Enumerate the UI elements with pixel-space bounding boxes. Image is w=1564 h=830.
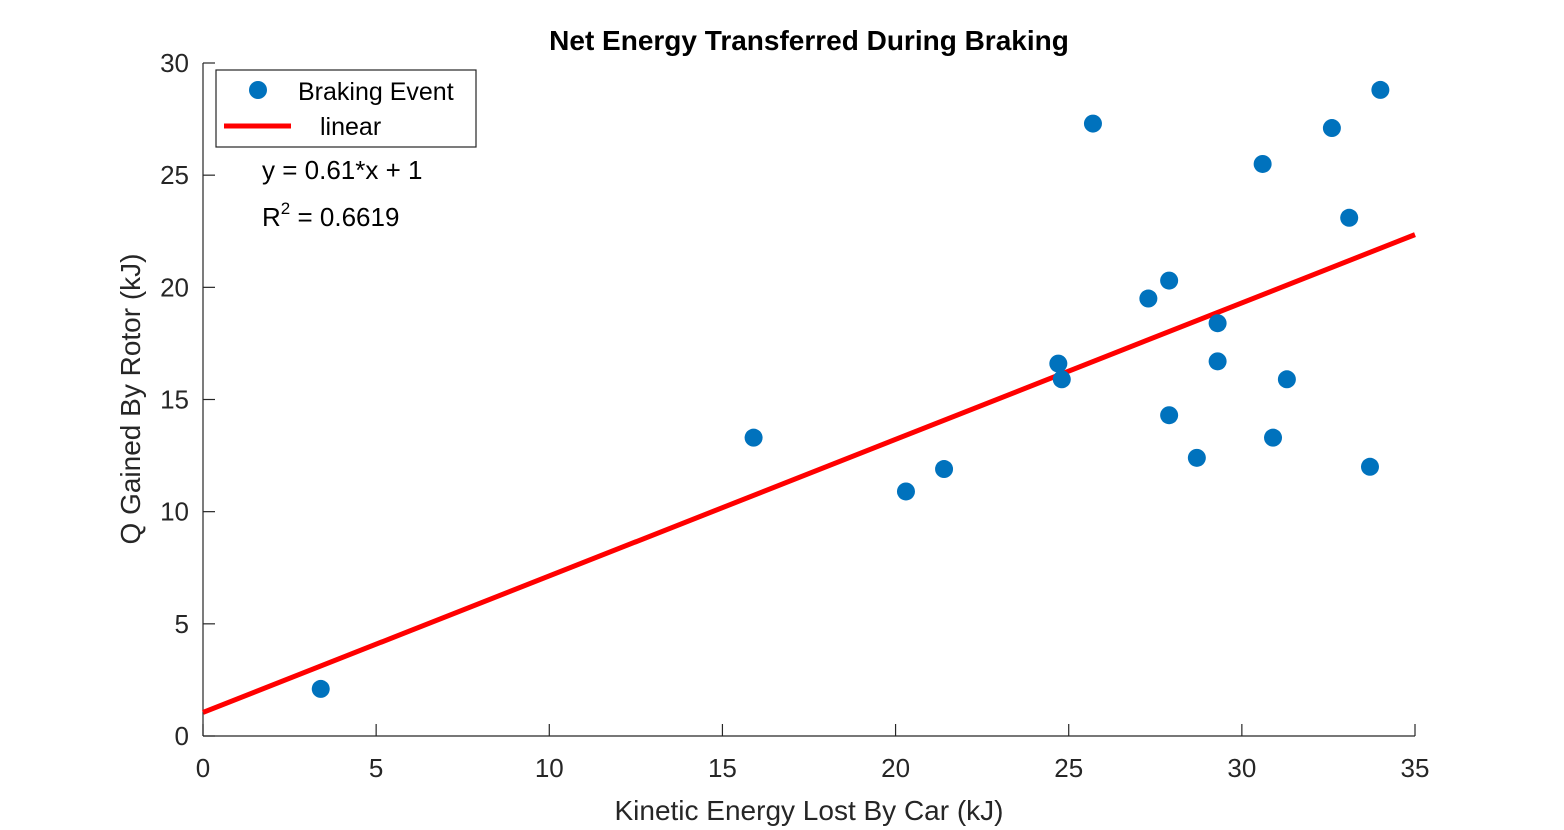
- data-point: [1253, 154, 1272, 173]
- data-point: [1277, 370, 1296, 389]
- r-squared-superscript: 2: [281, 199, 290, 218]
- y-tick-label: 30: [160, 48, 189, 78]
- data-point: [1264, 428, 1283, 447]
- data-point: [896, 482, 915, 501]
- x-tick-label: 5: [369, 753, 383, 783]
- r-squared-prefix: R: [262, 202, 281, 232]
- legend: Braking Event linear: [215, 69, 477, 148]
- y-tick-label: 5: [175, 609, 189, 639]
- scatter-points: [311, 80, 1390, 698]
- y-tick-label: 20: [160, 272, 189, 302]
- x-tick-label: 35: [1401, 753, 1430, 783]
- data-point: [935, 460, 954, 479]
- data-point: [1360, 457, 1379, 476]
- y-tick-label: 15: [160, 385, 189, 415]
- data-point: [1049, 354, 1068, 373]
- data-point: [1208, 314, 1227, 333]
- x-tick-label: 30: [1227, 753, 1256, 783]
- data-point: [744, 428, 763, 447]
- legend-label-braking-event: Braking Event: [298, 78, 454, 106]
- data-point: [1160, 406, 1179, 425]
- data-point: [1187, 448, 1206, 467]
- x-axis-label: Kinetic Energy Lost By Car (kJ): [614, 795, 1003, 826]
- r-squared-value: = 0.6619: [290, 202, 399, 232]
- fit-equation: y = 0.61*x + 1: [262, 155, 422, 185]
- x-tick-label: 25: [1054, 753, 1083, 783]
- legend-label-linear: linear: [320, 113, 381, 141]
- data-point: [311, 679, 330, 698]
- r-squared: R2 = 0.6619: [262, 199, 399, 232]
- x-tick-label: 10: [535, 753, 564, 783]
- data-point: [1083, 114, 1102, 133]
- x-tick-label: 15: [708, 753, 737, 783]
- x-tick-label: 0: [196, 753, 210, 783]
- x-tick-label: 20: [881, 753, 910, 783]
- fit-line-linear: [202, 232, 1416, 715]
- data-point: [1160, 271, 1179, 290]
- data-point: [1052, 370, 1071, 389]
- y-tick-label: 25: [160, 160, 189, 190]
- data-point: [1139, 289, 1158, 308]
- data-point: [1208, 352, 1227, 371]
- axis-ticks: 0 5 10 15 20 25 30 35 0 5 10 15 20 25 30: [160, 48, 1429, 783]
- chart-title: Net Energy Transferred During Braking: [549, 25, 1069, 56]
- y-axis-label: Q Gained By Rotor (kJ): [115, 254, 146, 545]
- fit-line-layer: [202, 232, 1416, 715]
- data-point: [1340, 208, 1359, 227]
- data-point: [1371, 80, 1390, 99]
- y-tick-label: 10: [160, 497, 189, 527]
- data-point: [1322, 119, 1341, 138]
- y-tick-label: 0: [175, 721, 189, 751]
- legend-marker-braking-event: [249, 81, 267, 99]
